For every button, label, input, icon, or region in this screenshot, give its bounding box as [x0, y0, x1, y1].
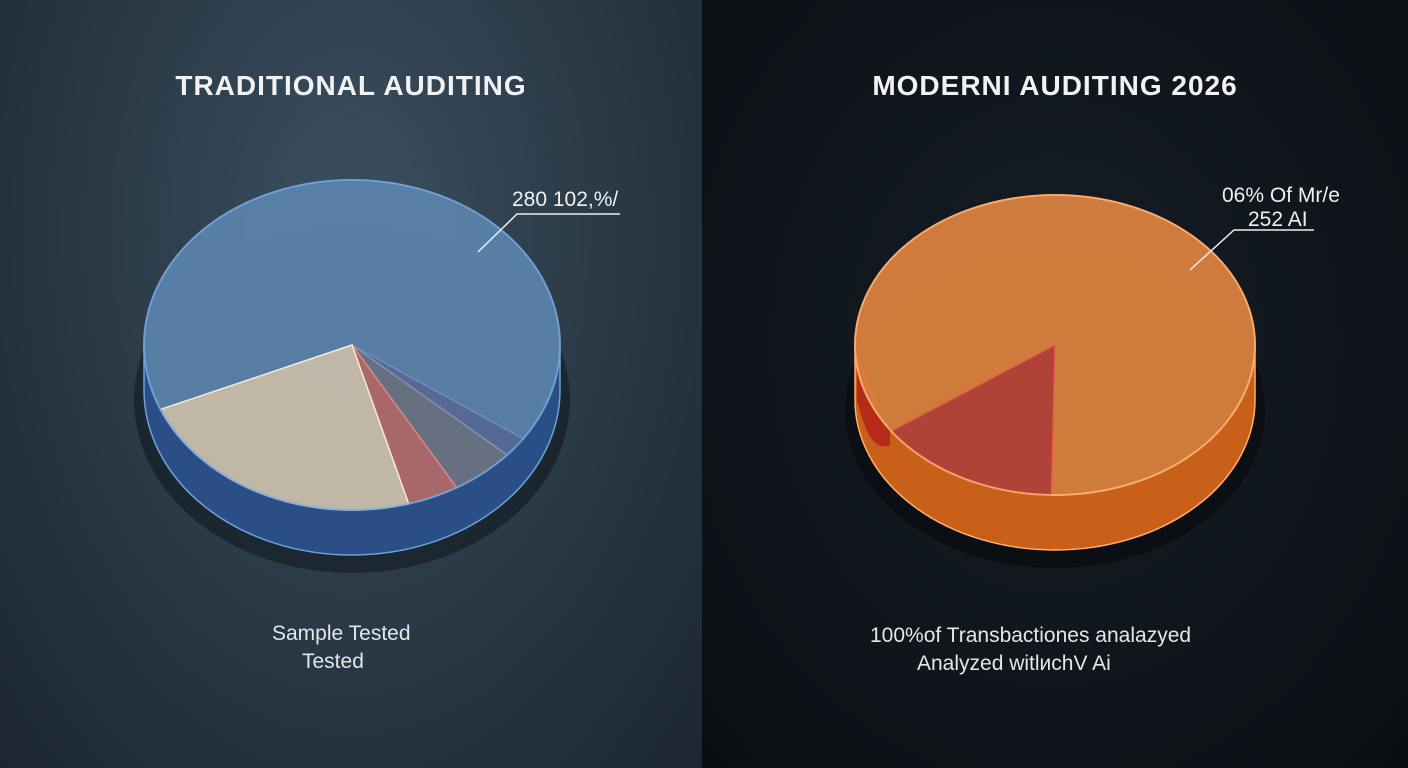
pie-annotation-line-1: 06% Of Mr/e [1222, 184, 1340, 207]
chart-title: MODERNI AUDITING 2026 [872, 70, 1238, 101]
annotation-leader-line [477, 213, 620, 253]
caption-line-2: Analyzed witlиchV Ai [917, 652, 1111, 675]
pie-annotation-line-2: 252 AI [1248, 208, 1308, 231]
caption-line-2: Tested [302, 650, 364, 673]
pie-rim [854, 194, 1256, 496]
annotation-leader-line [1189, 229, 1314, 271]
pie-rim [143, 179, 561, 511]
caption-line-1: 100%of Transbactiones analazyed [870, 624, 1192, 647]
caption-line-1: Sample Tested [272, 622, 411, 645]
pie-annotation: 280 102,%/ [512, 188, 619, 211]
chart-title: TRADITIONAL AUDITING [175, 70, 527, 101]
